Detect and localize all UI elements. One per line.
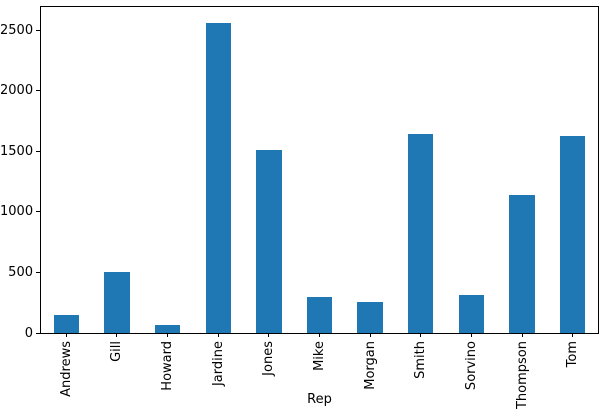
y-tick-mark xyxy=(36,150,40,152)
x-tick-label-sorvino: Sorvino xyxy=(463,341,479,391)
bar-mike xyxy=(306,296,333,333)
x-tick-mark xyxy=(420,333,422,337)
y-tick-label: 2000 xyxy=(0,83,34,99)
x-tick-mark xyxy=(572,333,574,337)
x-tick-label-thompson: Thompson xyxy=(514,341,530,410)
y-tick-mark xyxy=(36,90,40,92)
y-tick-mark xyxy=(36,332,40,334)
y-tick-mark xyxy=(36,211,40,213)
bar-tom xyxy=(560,135,586,333)
x-tick-label-mike: Mike xyxy=(312,341,327,371)
plot-area xyxy=(40,6,599,334)
x-tick-mark xyxy=(167,333,169,337)
x-tick-mark xyxy=(470,333,472,337)
bar-thompson xyxy=(509,195,535,333)
bar-morgan xyxy=(357,301,383,333)
bar-howard xyxy=(154,325,181,333)
y-tick-mark xyxy=(36,29,40,31)
x-tick-mark xyxy=(369,333,371,337)
y-tick-label: 500 xyxy=(8,264,33,280)
bar-andrews xyxy=(53,315,79,333)
y-tick-mark xyxy=(36,271,40,273)
bar-gill xyxy=(104,272,130,333)
x-axis-label: Rep xyxy=(307,392,332,407)
y-tick-label: 2500 xyxy=(0,22,34,38)
y-tick-label: 1500 xyxy=(0,143,34,159)
x-tick-mark xyxy=(268,333,270,337)
x-tick-mark xyxy=(319,333,320,337)
x-tick-label-smith: Smith xyxy=(413,341,429,379)
y-tick-label: 0 xyxy=(24,325,33,341)
x-tick-label-morgan: Morgan xyxy=(362,341,378,390)
x-tick-label-howard: Howard xyxy=(160,341,176,391)
x-tick-mark xyxy=(116,333,118,337)
x-tick-mark xyxy=(521,333,523,337)
bar-jones xyxy=(256,150,282,333)
x-tick-label-gill: Gill xyxy=(109,341,125,362)
bar-sorvino xyxy=(458,295,485,333)
x-tick-mark xyxy=(217,333,219,337)
x-tick-label-jones: Jones xyxy=(261,341,277,376)
x-tick-mark xyxy=(65,333,67,337)
bar-jardine xyxy=(205,22,231,333)
y-tick-label: 1000 xyxy=(0,204,34,220)
bar-smith xyxy=(408,134,434,333)
x-tick-label-andrews: Andrews xyxy=(58,341,74,397)
x-tick-label-tom: Tom xyxy=(565,341,581,368)
x-tick-label-jardine: Jardine xyxy=(210,341,226,387)
